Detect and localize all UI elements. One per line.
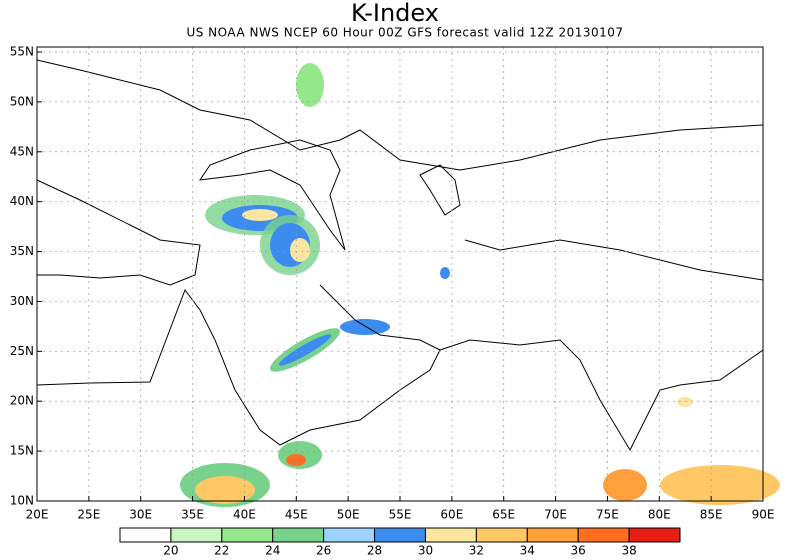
map-frame [36,46,764,502]
lat-label: 10N [10,494,34,508]
legend-swatch [424,527,477,543]
legend-swatch [272,527,325,543]
lon-label: 45E [285,508,308,522]
legend-label: 24 [265,544,280,558]
legend-swatch [374,527,426,543]
lon-label: 55E [389,508,412,522]
legend-label: 20 [163,544,178,558]
legend-label: 30 [418,544,433,558]
legend-swatch [221,527,274,543]
legend-label: 28 [367,544,382,558]
legend-swatch [577,527,630,543]
title: K-Index [351,0,439,27]
legend-label: 32 [469,544,484,558]
legend-label: 38 [621,544,636,558]
legend-label: 34 [520,544,535,558]
lon-label: 90E [752,508,775,522]
legend-swatch [323,527,376,543]
legend-swatch [170,527,223,543]
legend-swatch [526,527,579,543]
lon-label: 20E [26,508,49,522]
lon-label: 40E [233,508,256,522]
lon-label: 25E [77,508,100,522]
legend-label: 22 [214,544,229,558]
legend-swatch [628,527,681,543]
legend-swatch [475,527,528,543]
lon-label: 35E [181,508,204,522]
subtitle: US NOAA NWS NCEP 60 Hour 00Z GFS forecas… [186,26,623,40]
lon-label: 85E [700,508,723,522]
lat-label: 25N [10,344,34,358]
lon-label: 30E [129,508,152,522]
lon-label: 70E [544,508,567,522]
lat-label: 20N [10,394,34,408]
lat-label: 30N [10,294,34,308]
lat-label: 15N [10,444,34,458]
lat-label: 35N [10,244,34,258]
lon-label: 75E [596,508,619,522]
legend-label: 26 [316,544,331,558]
lat-label: 55N [10,45,34,59]
lon-label: 65E [492,508,515,522]
legend-swatch [119,527,172,543]
lat-label: 45N [10,144,34,158]
lon-label: 50E [337,508,360,522]
lat-label: 50N [10,94,34,108]
lon-label: 80E [648,508,671,522]
legend-label: 36 [571,544,586,558]
lat-label: 40N [10,194,34,208]
k-index-field [180,63,780,507]
lon-label: 60E [440,508,463,522]
coastlines [36,59,764,452]
